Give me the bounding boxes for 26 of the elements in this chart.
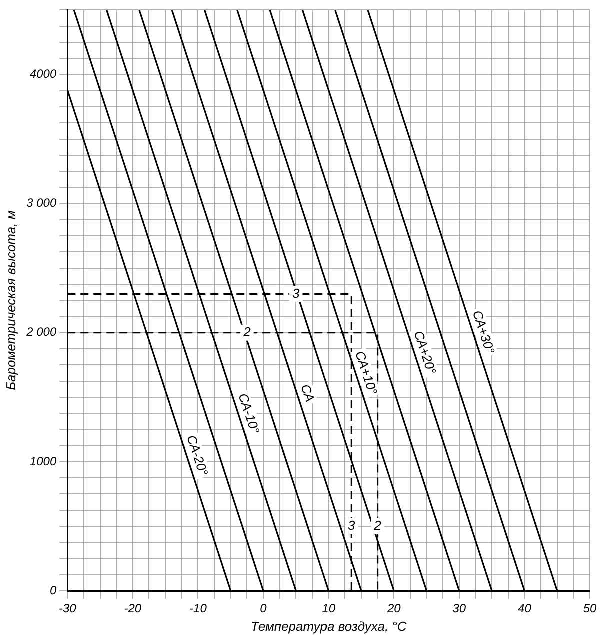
x-tick-label: 30 [452,602,466,616]
x-tick-label: 20 [386,602,402,616]
x-tick-label: -20 [124,602,142,616]
x-tick-label: 40 [518,602,532,616]
x-tick-label: 0 [260,602,268,616]
x-tick-label: 10 [322,602,336,616]
text: СА+20° [411,328,440,376]
x-tick-label: 50 [583,602,597,616]
y-tick-label: 3 000 [26,196,57,210]
y-axis-title: Барометрическая высота, м [3,210,18,390]
text: СА [298,382,318,404]
text: СА+30° [470,308,498,356]
y-tick-label: 1000 [30,454,57,468]
y-tick-label: 2 000 [26,325,57,340]
annotation: 2 [373,518,382,534]
annotation: 2 [242,324,252,340]
text: СА-20° [184,433,212,478]
text: СА-10° [236,391,263,436]
annotation: 3 [292,286,301,301]
x-tick-label: -30 [58,602,77,616]
x-axis-title: Температура воздуха, °С [250,618,408,634]
y-tick-label: 0 [50,583,57,598]
text: СА+10° [352,349,381,397]
annotation: 3 [348,518,356,534]
y-tick-label: 4000 [30,67,57,82]
x-tick-label: -10 [190,602,208,616]
